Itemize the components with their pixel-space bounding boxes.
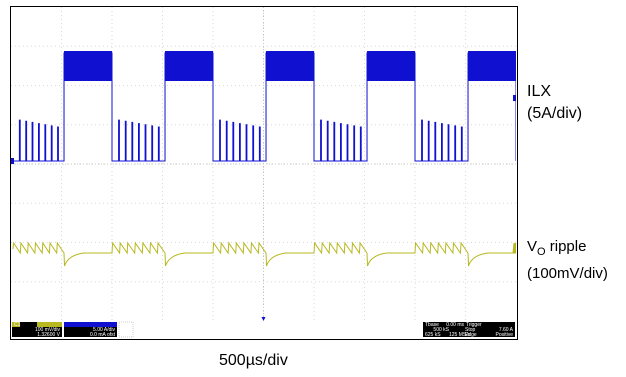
vo-ripple-trace	[12, 241, 516, 267]
ilx-scale: (5A/div)	[527, 105, 583, 122]
rate-text: 125 MS/s	[449, 332, 471, 338]
vo-name: VO ripple	[527, 238, 587, 258]
slope-text: Positive	[495, 332, 513, 338]
c1-tag-text: C1	[14, 322, 21, 328]
ilx-name: ILX	[527, 83, 552, 100]
c2-scale-text: 5.00 A/div	[93, 327, 115, 333]
ilx-high-band	[468, 51, 516, 81]
c1-scale-text: 100 mV/div	[35, 327, 61, 333]
ilx-trace	[11, 52, 516, 162]
c1-color-bar	[37, 322, 62, 327]
scope-screen: C1 100 mV/div 1.32600 V 5.00 A/div 0.0 mA of…	[10, 6, 518, 340]
trigger-level-text: 7.60 A	[499, 327, 514, 333]
c1-tag	[12, 322, 20, 327]
ilx-high-band	[266, 51, 314, 81]
ilx-marker	[513, 95, 516, 101]
c2-offset-text: 0.0 mA ofst	[90, 332, 116, 338]
trigger-marker	[261, 317, 266, 321]
vo-scale: (100mV/div)	[527, 265, 608, 282]
c2-color-bar	[64, 322, 117, 327]
c-empty-panel	[118, 321, 134, 338]
edge-text: Edge	[465, 332, 477, 338]
c1-offset-text: 1.32600 V	[37, 332, 60, 338]
stop-text: Stop	[465, 327, 476, 333]
trigger-label-text: Trigger	[466, 322, 482, 328]
status-bar	[11, 321, 516, 338]
ilx-high-band	[64, 51, 112, 81]
ilx-high-band	[367, 51, 415, 81]
timebase-label: 500µs/div	[219, 352, 288, 369]
ilx-high-band	[165, 51, 213, 81]
tbase-label-text: Tbase	[425, 322, 439, 328]
timebase-panel	[423, 322, 515, 337]
samples-text: 500 kS	[433, 327, 449, 333]
tbase-value-text: 0.00 ms	[446, 322, 464, 328]
ilx-zero-marker	[11, 158, 14, 164]
vo-channel-label: VO ripple (100mV/div)	[527, 236, 608, 285]
record-length-text: 625 kS	[425, 332, 441, 338]
ilx-channel-label: ILX (5A/div)	[527, 81, 582, 125]
